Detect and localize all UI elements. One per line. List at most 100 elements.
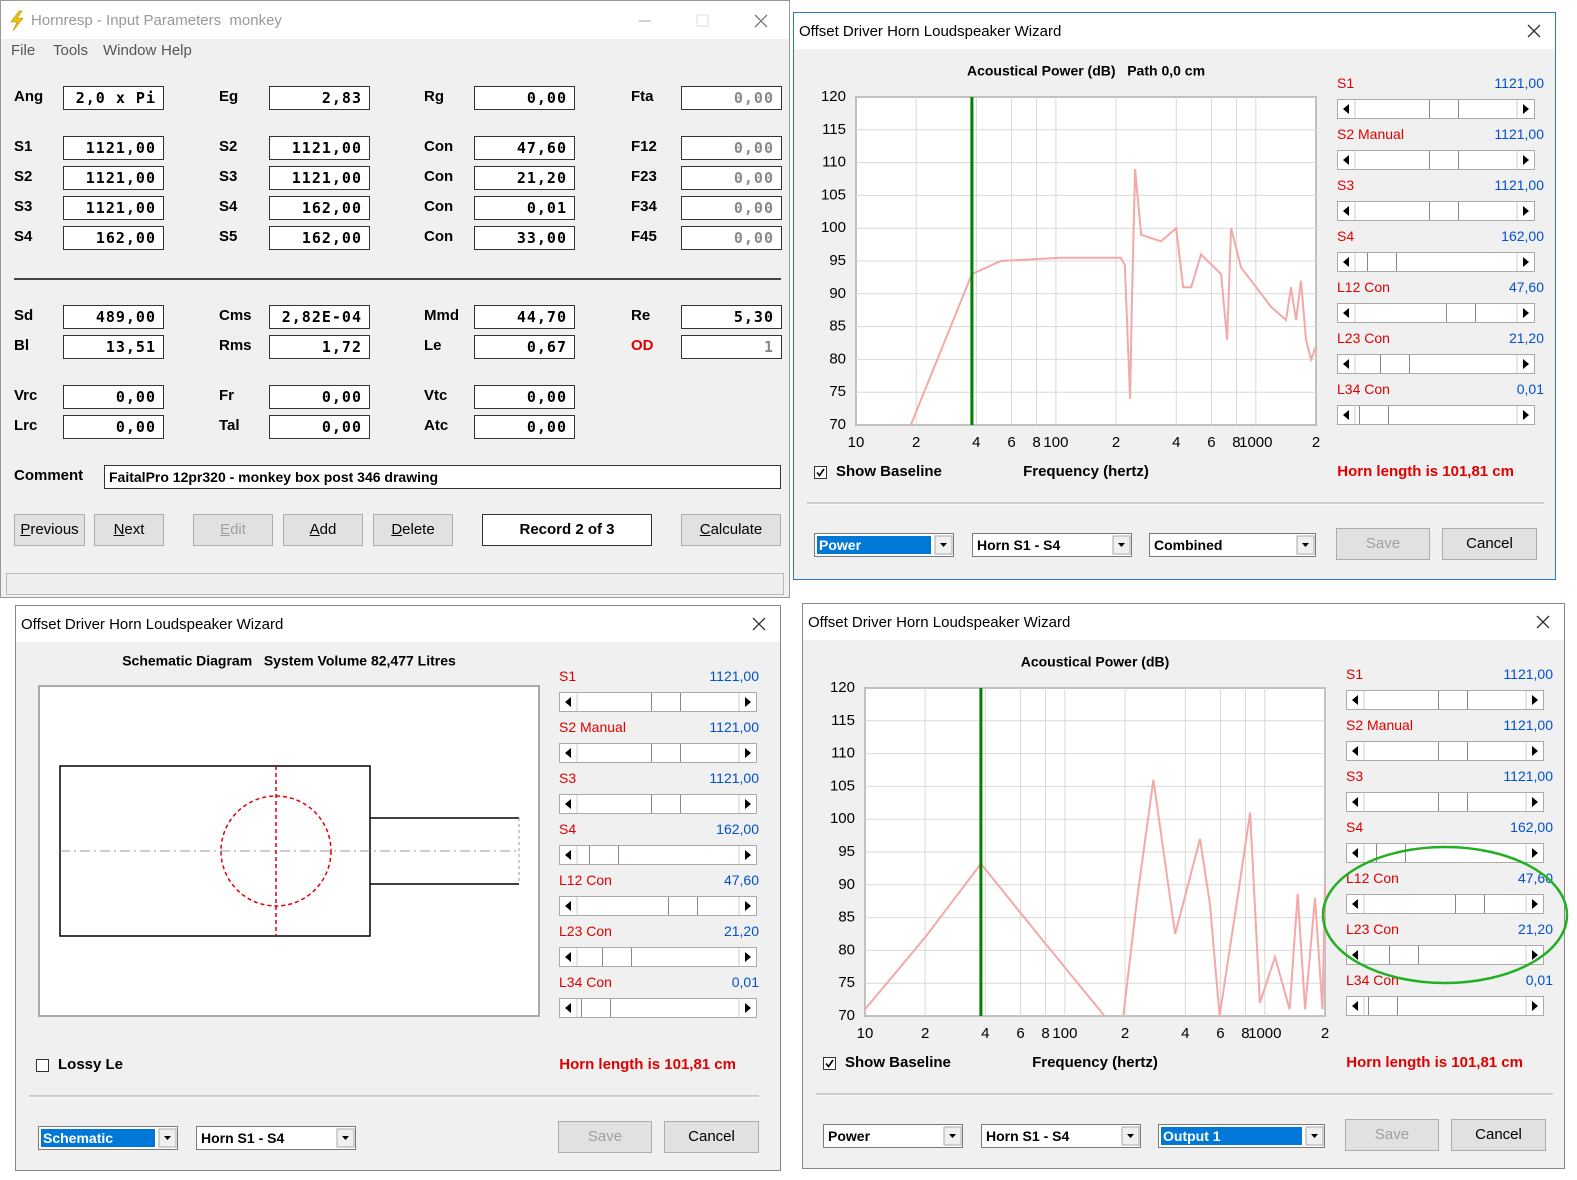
param-field[interactable]: 1121,00 — [269, 136, 370, 160]
close-button[interactable] — [1527, 24, 1541, 38]
param-field[interactable]: 0,00 — [681, 166, 782, 190]
dropdown[interactable]: Horn S1 - S4 — [972, 533, 1132, 557]
slider-thumb[interactable] — [1428, 202, 1459, 220]
slider-thumb[interactable] — [1437, 793, 1468, 811]
param-field[interactable]: 162,00 — [269, 196, 370, 220]
param-field[interactable]: 0,00 — [474, 86, 575, 110]
slider[interactable] — [1337, 99, 1535, 119]
param-field[interactable]: 1 — [681, 335, 782, 359]
param-field[interactable]: 21,20 — [474, 166, 575, 190]
slider-thumb[interactable] — [1375, 844, 1406, 862]
param-field[interactable]: 0,00 — [269, 415, 370, 439]
menu-item[interactable]: Tools — [53, 42, 89, 59]
button[interactable]: Edit — [193, 514, 273, 546]
slider-thumb[interactable] — [1437, 742, 1468, 760]
slider-thumb[interactable] — [1454, 895, 1485, 913]
slider[interactable] — [1346, 843, 1544, 863]
button[interactable]: Delete — [373, 514, 453, 546]
param-field[interactable]: 0,00 — [269, 385, 370, 409]
slider-thumb[interactable] — [1358, 406, 1389, 424]
param-field[interactable]: 162,00 — [63, 226, 164, 250]
slider[interactable] — [1337, 303, 1535, 323]
param-field[interactable]: 1121,00 — [63, 166, 164, 190]
slider[interactable] — [559, 794, 757, 814]
dropdown[interactable]: Combined — [1149, 533, 1316, 557]
checkbox[interactable] — [823, 1057, 836, 1070]
param-field[interactable]: 5,30 — [681, 305, 782, 329]
slider[interactable] — [1346, 894, 1544, 914]
slider[interactable] — [559, 692, 757, 712]
button[interactable]: Cancel — [664, 1121, 759, 1153]
slider[interactable] — [1346, 741, 1544, 761]
slider[interactable] — [1346, 792, 1544, 812]
param-field[interactable]: 44,70 — [474, 305, 575, 329]
param-field[interactable]: 489,00 — [63, 305, 164, 329]
dropdown[interactable]: Schematic — [38, 1126, 178, 1150]
param-field[interactable]: 1121,00 — [269, 166, 370, 190]
menu-item[interactable]: Help — [161, 42, 192, 59]
slider-thumb[interactable] — [1379, 355, 1410, 373]
param-field[interactable]: 13,51 — [63, 335, 164, 359]
param-field[interactable]: 1,72 — [269, 335, 370, 359]
param-field[interactable]: 0,01 — [474, 196, 575, 220]
dropdown[interactable]: Horn S1 - S4 — [981, 1124, 1141, 1148]
slider-thumb[interactable] — [1428, 100, 1459, 118]
slider-thumb[interactable] — [650, 744, 681, 762]
param-field[interactable]: 1121,00 — [63, 136, 164, 160]
dropdown[interactable]: Horn S1 - S4 — [196, 1126, 356, 1150]
param-field[interactable]: 1121,00 — [63, 196, 164, 220]
slider[interactable] — [1346, 945, 1544, 965]
slider-thumb[interactable] — [580, 999, 611, 1017]
slider[interactable] — [1337, 201, 1535, 221]
slider[interactable] — [1337, 354, 1535, 374]
menu-item[interactable]: Window — [103, 42, 157, 59]
param-field[interactable]: 2,83 — [269, 86, 370, 110]
param-field[interactable]: 0,67 — [474, 335, 575, 359]
param-field[interactable]: 0,00 — [474, 385, 575, 409]
button[interactable]: Cancel — [1451, 1119, 1546, 1151]
button[interactable]: Save — [558, 1121, 652, 1153]
comment-field[interactable]: FaitalPro 12pr320 - monkey box post 346 … — [104, 465, 781, 489]
button[interactable]: Calculate — [681, 514, 781, 546]
slider-thumb[interactable] — [667, 897, 698, 915]
param-field[interactable]: 2,82E-04 — [269, 305, 370, 329]
button[interactable]: Cancel — [1442, 528, 1537, 560]
slider-thumb[interactable] — [1367, 997, 1398, 1015]
slider-thumb[interactable] — [1388, 946, 1419, 964]
button[interactable]: Next — [94, 514, 164, 546]
slider-thumb[interactable] — [1437, 691, 1468, 709]
slider-thumb[interactable] — [650, 795, 681, 813]
slider-thumb[interactable] — [650, 693, 681, 711]
param-field[interactable]: 0,00 — [681, 226, 782, 250]
close-button[interactable] — [1536, 615, 1550, 629]
checkbox[interactable] — [36, 1059, 49, 1072]
button[interactable]: Previous — [14, 514, 85, 546]
close-button[interactable] — [752, 617, 766, 631]
dropdown[interactable]: Output 1 — [1158, 1124, 1325, 1148]
menu-item[interactable]: File — [11, 42, 36, 59]
param-field[interactable]: 0,00 — [474, 415, 575, 439]
slider[interactable] — [1337, 150, 1535, 170]
slider-thumb[interactable] — [1428, 151, 1459, 169]
slider[interactable] — [1346, 690, 1544, 710]
param-field[interactable]: 0,00 — [63, 415, 164, 439]
slider[interactable] — [559, 947, 757, 967]
slider[interactable] — [1346, 996, 1544, 1016]
param-field[interactable]: 2,0 x Pi — [63, 86, 164, 110]
slider[interactable] — [1337, 405, 1535, 425]
param-field[interactable]: 0,00 — [681, 86, 782, 110]
param-field[interactable]: 0,00 — [681, 136, 782, 160]
param-field[interactable]: 47,60 — [474, 136, 575, 160]
dropdown[interactable]: Power — [823, 1124, 963, 1148]
checkbox[interactable] — [814, 466, 827, 479]
slider[interactable] — [559, 845, 757, 865]
slider[interactable] — [559, 896, 757, 916]
slider[interactable] — [559, 998, 757, 1018]
slider-thumb[interactable] — [1445, 304, 1476, 322]
slider-thumb[interactable] — [601, 948, 632, 966]
slider[interactable] — [1337, 252, 1535, 272]
dropdown[interactable]: Power — [814, 533, 954, 557]
slider[interactable] — [559, 743, 757, 763]
button[interactable]: Add — [283, 514, 363, 546]
param-field[interactable]: 162,00 — [269, 226, 370, 250]
